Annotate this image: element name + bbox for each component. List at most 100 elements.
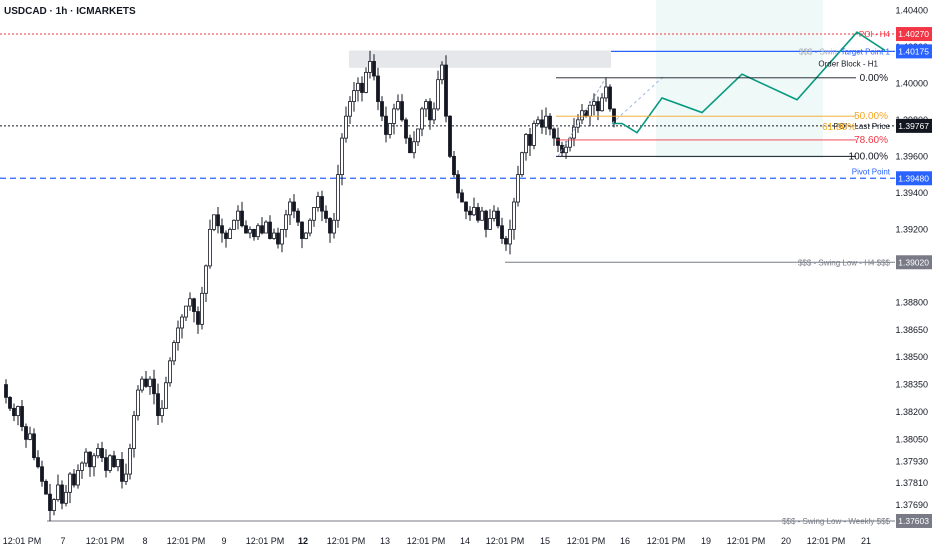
candle-body xyxy=(528,134,532,146)
candle-body xyxy=(188,298,192,307)
swing-low-h4-badge-text: 1.39020 xyxy=(898,257,929,267)
candle-body xyxy=(260,225,264,234)
x-tick-7: 12 xyxy=(298,536,308,546)
candle-body xyxy=(76,470,80,486)
candle-body xyxy=(540,119,544,128)
fib-label-3: 100.00% xyxy=(849,151,889,162)
candle-body xyxy=(492,210,496,219)
candle-body xyxy=(84,451,88,464)
poi-h4-label: POI - H4 xyxy=(859,30,891,39)
candle-body xyxy=(468,210,472,216)
candle-body xyxy=(552,128,556,139)
fib-label-1: 50.00% xyxy=(854,111,888,122)
candle-body xyxy=(328,218,332,234)
candle-body xyxy=(212,214,216,230)
candle-body xyxy=(560,145,564,154)
poi-h4-badge-text: 1.40270 xyxy=(898,29,929,39)
candle-body xyxy=(116,459,120,468)
fib-label-0: 0.00% xyxy=(860,73,888,84)
candle-body xyxy=(268,221,272,239)
candle-body xyxy=(352,90,356,102)
candle-body xyxy=(512,201,516,230)
candle-body xyxy=(196,311,200,325)
candle-body xyxy=(124,473,128,482)
candle-body xyxy=(324,210,328,219)
candle-body xyxy=(272,232,276,239)
candle-body xyxy=(200,292,204,325)
candle-body xyxy=(376,75,380,102)
candle-body xyxy=(440,64,444,81)
candle-body xyxy=(536,119,540,124)
candle-body xyxy=(92,455,96,468)
candle-body xyxy=(564,146,568,154)
candle-body xyxy=(152,378,156,395)
candle-body xyxy=(460,192,464,203)
candle-body xyxy=(580,110,584,121)
candle-body xyxy=(40,466,44,482)
candle-body xyxy=(588,104,592,117)
candle-body xyxy=(556,137,560,146)
candle-body xyxy=(428,101,432,121)
chart-title: USDCAD · 1h · ICMARKETS xyxy=(4,6,136,17)
projection-path xyxy=(612,31,886,134)
candle-body xyxy=(424,101,428,110)
candle-body xyxy=(32,433,36,459)
y-tick-8: 1.38800 xyxy=(895,297,928,307)
candle-body xyxy=(216,214,220,227)
candle-body xyxy=(68,473,72,493)
x-tick-19: 20 xyxy=(781,536,791,546)
candle-body xyxy=(64,491,68,504)
target-point-price-badge: 1.40175 xyxy=(896,44,932,59)
candle-body xyxy=(300,221,304,239)
swing-low-h4-price-badge: 1.39020 xyxy=(896,255,932,270)
candle-body xyxy=(164,382,168,409)
candle-body xyxy=(240,210,244,227)
candle-body xyxy=(344,115,348,139)
candle-body xyxy=(136,389,140,417)
candle-body xyxy=(60,484,64,504)
candle-body xyxy=(464,201,468,212)
y-tick-13: 1.38050 xyxy=(895,434,928,444)
candle-body xyxy=(336,174,340,221)
target-point-badge-bg xyxy=(896,44,932,59)
candle-body xyxy=(224,232,228,239)
last-price-badge-text: 1.39767 xyxy=(898,121,929,131)
last-price-label: POI - Last Price xyxy=(834,122,891,131)
x-tick-14: 12:01 PM xyxy=(567,536,606,546)
y-tick-5: 1.39400 xyxy=(895,188,928,198)
order-block-label: Order Block - H1 xyxy=(818,59,878,68)
pivot-point-label: Pivot Point xyxy=(852,167,891,176)
y-tick-10: 1.38500 xyxy=(895,352,928,362)
target-zone xyxy=(656,0,823,159)
y-tick-2: 1.40000 xyxy=(895,78,928,88)
candle-body xyxy=(436,79,440,110)
poi-h4-price-badge: 1.40270 xyxy=(896,27,932,42)
candle-body xyxy=(524,134,528,154)
candle-body xyxy=(388,123,392,135)
x-tick-13: 15 xyxy=(540,536,550,546)
y-tick-12: 1.38200 xyxy=(895,407,928,417)
swing-low-h4-badge-bg xyxy=(896,255,932,270)
candle-body xyxy=(416,128,420,143)
x-tick-2: 12:01 PM xyxy=(86,536,125,546)
candle-body xyxy=(608,86,612,110)
candle-body xyxy=(104,457,108,471)
candle-body xyxy=(280,228,284,245)
candle-body xyxy=(504,238,508,245)
candle-body xyxy=(296,210,300,223)
candle-body xyxy=(56,484,60,501)
candle-body xyxy=(144,378,148,387)
candle-body xyxy=(276,232,280,245)
candle-body xyxy=(472,207,476,216)
last-price-badge-bg xyxy=(896,118,932,133)
candle-body xyxy=(24,426,28,440)
candle-body xyxy=(500,225,504,239)
pivot-point-badge-text: 1.39480 xyxy=(898,173,929,183)
candle-body xyxy=(548,115,552,130)
candle-body xyxy=(132,415,136,449)
swing-low-weekly-label: $$$ - Swing Low - Weekly $$$ xyxy=(782,517,890,526)
order-block-zone xyxy=(349,50,611,68)
candle-body xyxy=(156,393,160,417)
